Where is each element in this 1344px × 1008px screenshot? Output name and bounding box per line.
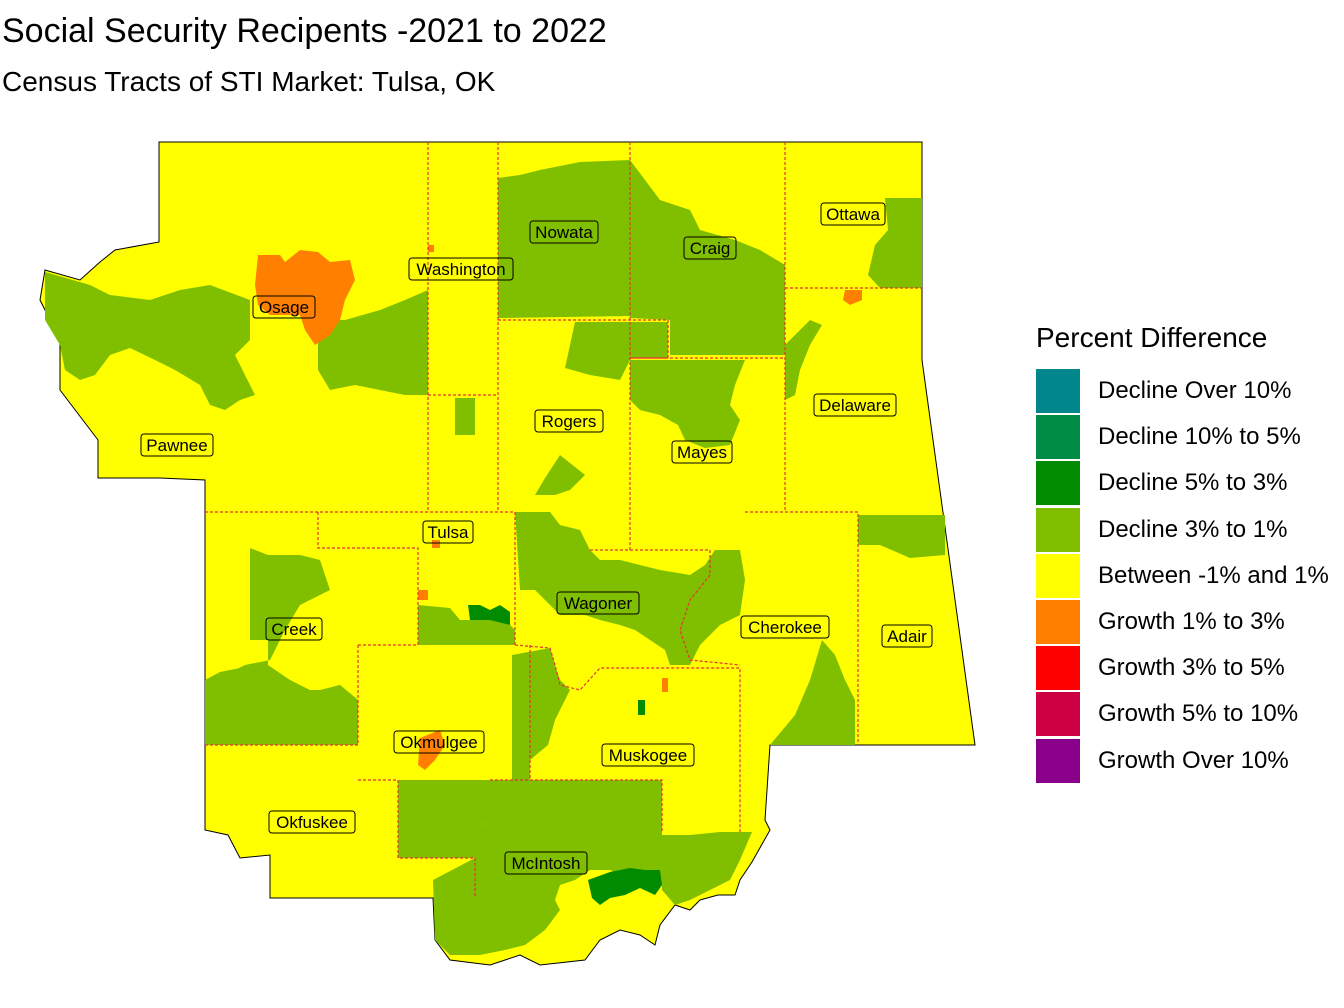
county-label-creek: Creek bbox=[265, 617, 323, 641]
map-title: Social Security Recipents -2021 to 2022 bbox=[2, 12, 607, 50]
county-label-pawnee: Pawnee bbox=[140, 433, 214, 457]
decline-3-1-regions bbox=[45, 160, 945, 955]
county-label-craig: Craig bbox=[683, 236, 737, 260]
county-label-okmulgee: Okmulgee bbox=[393, 730, 485, 754]
legend-swatch bbox=[1036, 600, 1080, 645]
svg-text:Pawnee: Pawnee bbox=[146, 436, 207, 455]
county-label-adair: Adair bbox=[881, 624, 933, 648]
svg-text:Okmulgee: Okmulgee bbox=[400, 733, 477, 752]
growth-1-3-regions bbox=[255, 245, 862, 770]
county-label-mayes: Mayes bbox=[671, 440, 733, 464]
legend-swatch bbox=[1036, 461, 1080, 506]
legend-label: Growth Over 10% bbox=[1098, 746, 1289, 774]
legend-label: Between -1% and 1% bbox=[1098, 561, 1329, 589]
county-label-wagoner: Wagoner bbox=[556, 591, 640, 615]
svg-text:Osage: Osage bbox=[259, 298, 309, 317]
legend-swatch bbox=[1036, 369, 1080, 414]
legend-item: Decline 3% to 1% bbox=[1036, 507, 1329, 553]
county-label-rogers: Rogers bbox=[534, 409, 604, 433]
legend-items: Decline Over 10% Decline 10% to 5% Decline… bbox=[1036, 368, 1329, 784]
svg-text:Creek: Creek bbox=[271, 620, 317, 639]
legend-item: Growth 5% to 10% bbox=[1036, 691, 1329, 737]
svg-text:Cherokee: Cherokee bbox=[748, 618, 822, 637]
legend-item: Growth 3% to 5% bbox=[1036, 645, 1329, 691]
county-label-delaware: Delaware bbox=[813, 393, 897, 417]
svg-text:Rogers: Rogers bbox=[542, 412, 597, 431]
legend-item: Decline 5% to 3% bbox=[1036, 460, 1329, 506]
county-label-cherokee: Cherokee bbox=[740, 615, 830, 639]
legend-swatch bbox=[1036, 738, 1080, 783]
legend-swatch bbox=[1036, 507, 1080, 552]
legend-label: Decline 3% to 1% bbox=[1098, 515, 1288, 543]
county-label-mcintosh: McIntosh bbox=[504, 851, 588, 875]
map-subtitle: Census Tracts of STI Market: Tulsa, OK bbox=[2, 66, 496, 97]
legend-item: Decline Over 10% bbox=[1036, 368, 1329, 414]
county-label-ottawa: Ottawa bbox=[820, 202, 886, 226]
svg-text:Nowata: Nowata bbox=[535, 223, 593, 242]
county-label-tulsa: Tulsa bbox=[422, 520, 474, 544]
svg-text:Muskogee: Muskogee bbox=[609, 746, 687, 765]
legend-label: Growth 5% to 10% bbox=[1098, 700, 1299, 728]
legend-swatch bbox=[1036, 553, 1080, 598]
legend-label: Decline 5% to 3% bbox=[1098, 469, 1288, 497]
svg-text:Adair: Adair bbox=[887, 627, 927, 646]
svg-text:McIntosh: McIntosh bbox=[512, 854, 581, 873]
svg-text:Washington: Washington bbox=[416, 260, 505, 279]
svg-text:Okfuskee: Okfuskee bbox=[276, 813, 348, 832]
legend-label: Growth 3% to 5% bbox=[1098, 654, 1285, 682]
svg-text:Wagoner: Wagoner bbox=[564, 594, 633, 613]
svg-text:Ottawa: Ottawa bbox=[826, 205, 880, 224]
legend-item: Decline 10% to 5% bbox=[1036, 414, 1329, 460]
decline-5-3-regions bbox=[468, 605, 662, 905]
svg-text:Delaware: Delaware bbox=[819, 396, 891, 415]
county-label-muskogee: Muskogee bbox=[601, 743, 695, 767]
legend-item: Growth 1% to 3% bbox=[1036, 599, 1329, 645]
svg-text:Craig: Craig bbox=[690, 239, 731, 258]
svg-text:Mayes: Mayes bbox=[677, 443, 727, 462]
legend-title: Percent Difference bbox=[1036, 322, 1268, 353]
legend-item: Between -1% and 1% bbox=[1036, 553, 1329, 599]
legend-swatch bbox=[1036, 415, 1080, 460]
legend-label: Decline 10% to 5% bbox=[1098, 423, 1301, 451]
legend-swatch bbox=[1036, 692, 1080, 737]
county-label-washington: Washington bbox=[408, 257, 514, 281]
legend-label: Decline Over 10% bbox=[1098, 377, 1292, 405]
county-label-okfuskee: Okfuskee bbox=[268, 810, 356, 834]
county-label-nowata: Nowata bbox=[529, 220, 599, 244]
legend-label: Growth 1% to 3% bbox=[1098, 608, 1285, 636]
legend-item: Growth Over 10% bbox=[1036, 738, 1329, 784]
county-label-osage: Osage bbox=[252, 295, 316, 319]
svg-text:Tulsa: Tulsa bbox=[428, 523, 469, 542]
county-boundaries bbox=[205, 142, 922, 898]
legend: Percent Difference Decline Over 10% Decli… bbox=[1036, 322, 1329, 784]
legend-swatch bbox=[1036, 646, 1080, 691]
county-labels: Osage Washington Nowata Craig Ottawa Paw… bbox=[140, 202, 933, 875]
